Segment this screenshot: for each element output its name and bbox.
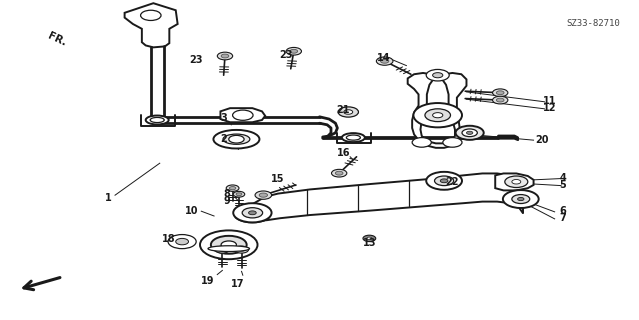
Circle shape: [221, 54, 229, 58]
Text: 22: 22: [445, 177, 459, 187]
Circle shape: [235, 246, 249, 253]
Text: 9: 9: [223, 196, 230, 206]
Text: 6: 6: [559, 206, 566, 216]
Polygon shape: [220, 108, 265, 122]
Circle shape: [433, 113, 443, 118]
Circle shape: [242, 208, 263, 218]
Circle shape: [255, 191, 272, 199]
Circle shape: [493, 96, 508, 104]
Text: 12: 12: [543, 103, 557, 113]
Text: SZ33-82710: SZ33-82710: [566, 20, 620, 28]
Circle shape: [503, 190, 539, 208]
Circle shape: [512, 180, 521, 184]
Text: 16: 16: [337, 148, 350, 158]
Ellipse shape: [342, 133, 365, 142]
Circle shape: [412, 138, 431, 147]
Circle shape: [363, 235, 376, 242]
Text: 7: 7: [559, 213, 566, 223]
Text: 5: 5: [559, 180, 566, 190]
Circle shape: [141, 10, 161, 20]
Circle shape: [493, 89, 508, 97]
Circle shape: [168, 235, 196, 249]
Circle shape: [505, 176, 528, 188]
Circle shape: [236, 193, 242, 196]
Circle shape: [229, 187, 236, 190]
Circle shape: [217, 52, 233, 60]
Text: 8: 8: [223, 188, 230, 199]
Circle shape: [426, 69, 449, 81]
Circle shape: [425, 109, 450, 122]
Circle shape: [367, 237, 372, 240]
Circle shape: [518, 197, 524, 201]
Text: 4: 4: [559, 172, 566, 183]
Polygon shape: [408, 73, 466, 148]
Circle shape: [435, 176, 454, 186]
Circle shape: [338, 107, 358, 117]
Circle shape: [443, 138, 462, 147]
Ellipse shape: [346, 135, 360, 140]
Text: FR.: FR.: [46, 30, 68, 48]
Circle shape: [344, 110, 353, 114]
Circle shape: [497, 91, 504, 95]
Circle shape: [512, 195, 530, 204]
Circle shape: [259, 193, 268, 197]
Text: 17: 17: [231, 279, 244, 289]
Text: 18: 18: [162, 234, 176, 244]
Ellipse shape: [146, 116, 169, 124]
Text: 20: 20: [535, 135, 549, 145]
Ellipse shape: [223, 134, 250, 144]
Circle shape: [380, 59, 389, 63]
Circle shape: [433, 73, 443, 78]
Circle shape: [462, 129, 477, 137]
Circle shape: [215, 246, 229, 253]
Circle shape: [332, 169, 347, 177]
Circle shape: [466, 131, 473, 134]
Circle shape: [200, 230, 258, 259]
Text: 2: 2: [220, 134, 227, 144]
Circle shape: [335, 171, 343, 175]
Circle shape: [290, 49, 298, 53]
Text: 11: 11: [543, 96, 557, 106]
Polygon shape: [495, 173, 534, 190]
Circle shape: [233, 203, 272, 222]
Circle shape: [376, 57, 393, 65]
Circle shape: [229, 135, 244, 143]
Text: 23: 23: [190, 55, 203, 65]
Circle shape: [286, 47, 302, 55]
Circle shape: [176, 238, 189, 245]
Circle shape: [233, 191, 245, 197]
Ellipse shape: [213, 130, 259, 148]
Circle shape: [238, 248, 245, 251]
Circle shape: [219, 248, 226, 251]
Text: 19: 19: [201, 276, 214, 286]
Text: 15: 15: [271, 173, 284, 184]
Circle shape: [249, 211, 256, 215]
Ellipse shape: [150, 117, 164, 123]
Circle shape: [211, 236, 247, 254]
Text: 23: 23: [279, 50, 293, 60]
Circle shape: [456, 126, 484, 140]
Circle shape: [413, 103, 462, 127]
Circle shape: [226, 185, 239, 191]
Ellipse shape: [208, 246, 249, 252]
Text: 14: 14: [376, 53, 390, 63]
Text: 10: 10: [185, 205, 198, 216]
Circle shape: [440, 179, 448, 183]
Circle shape: [233, 110, 253, 120]
Text: 3: 3: [220, 113, 227, 124]
Text: 13: 13: [362, 237, 376, 248]
Text: 21: 21: [337, 105, 350, 116]
Circle shape: [426, 172, 462, 190]
Text: 1: 1: [105, 193, 112, 204]
Circle shape: [221, 241, 236, 249]
Polygon shape: [125, 3, 178, 47]
Circle shape: [497, 98, 504, 102]
